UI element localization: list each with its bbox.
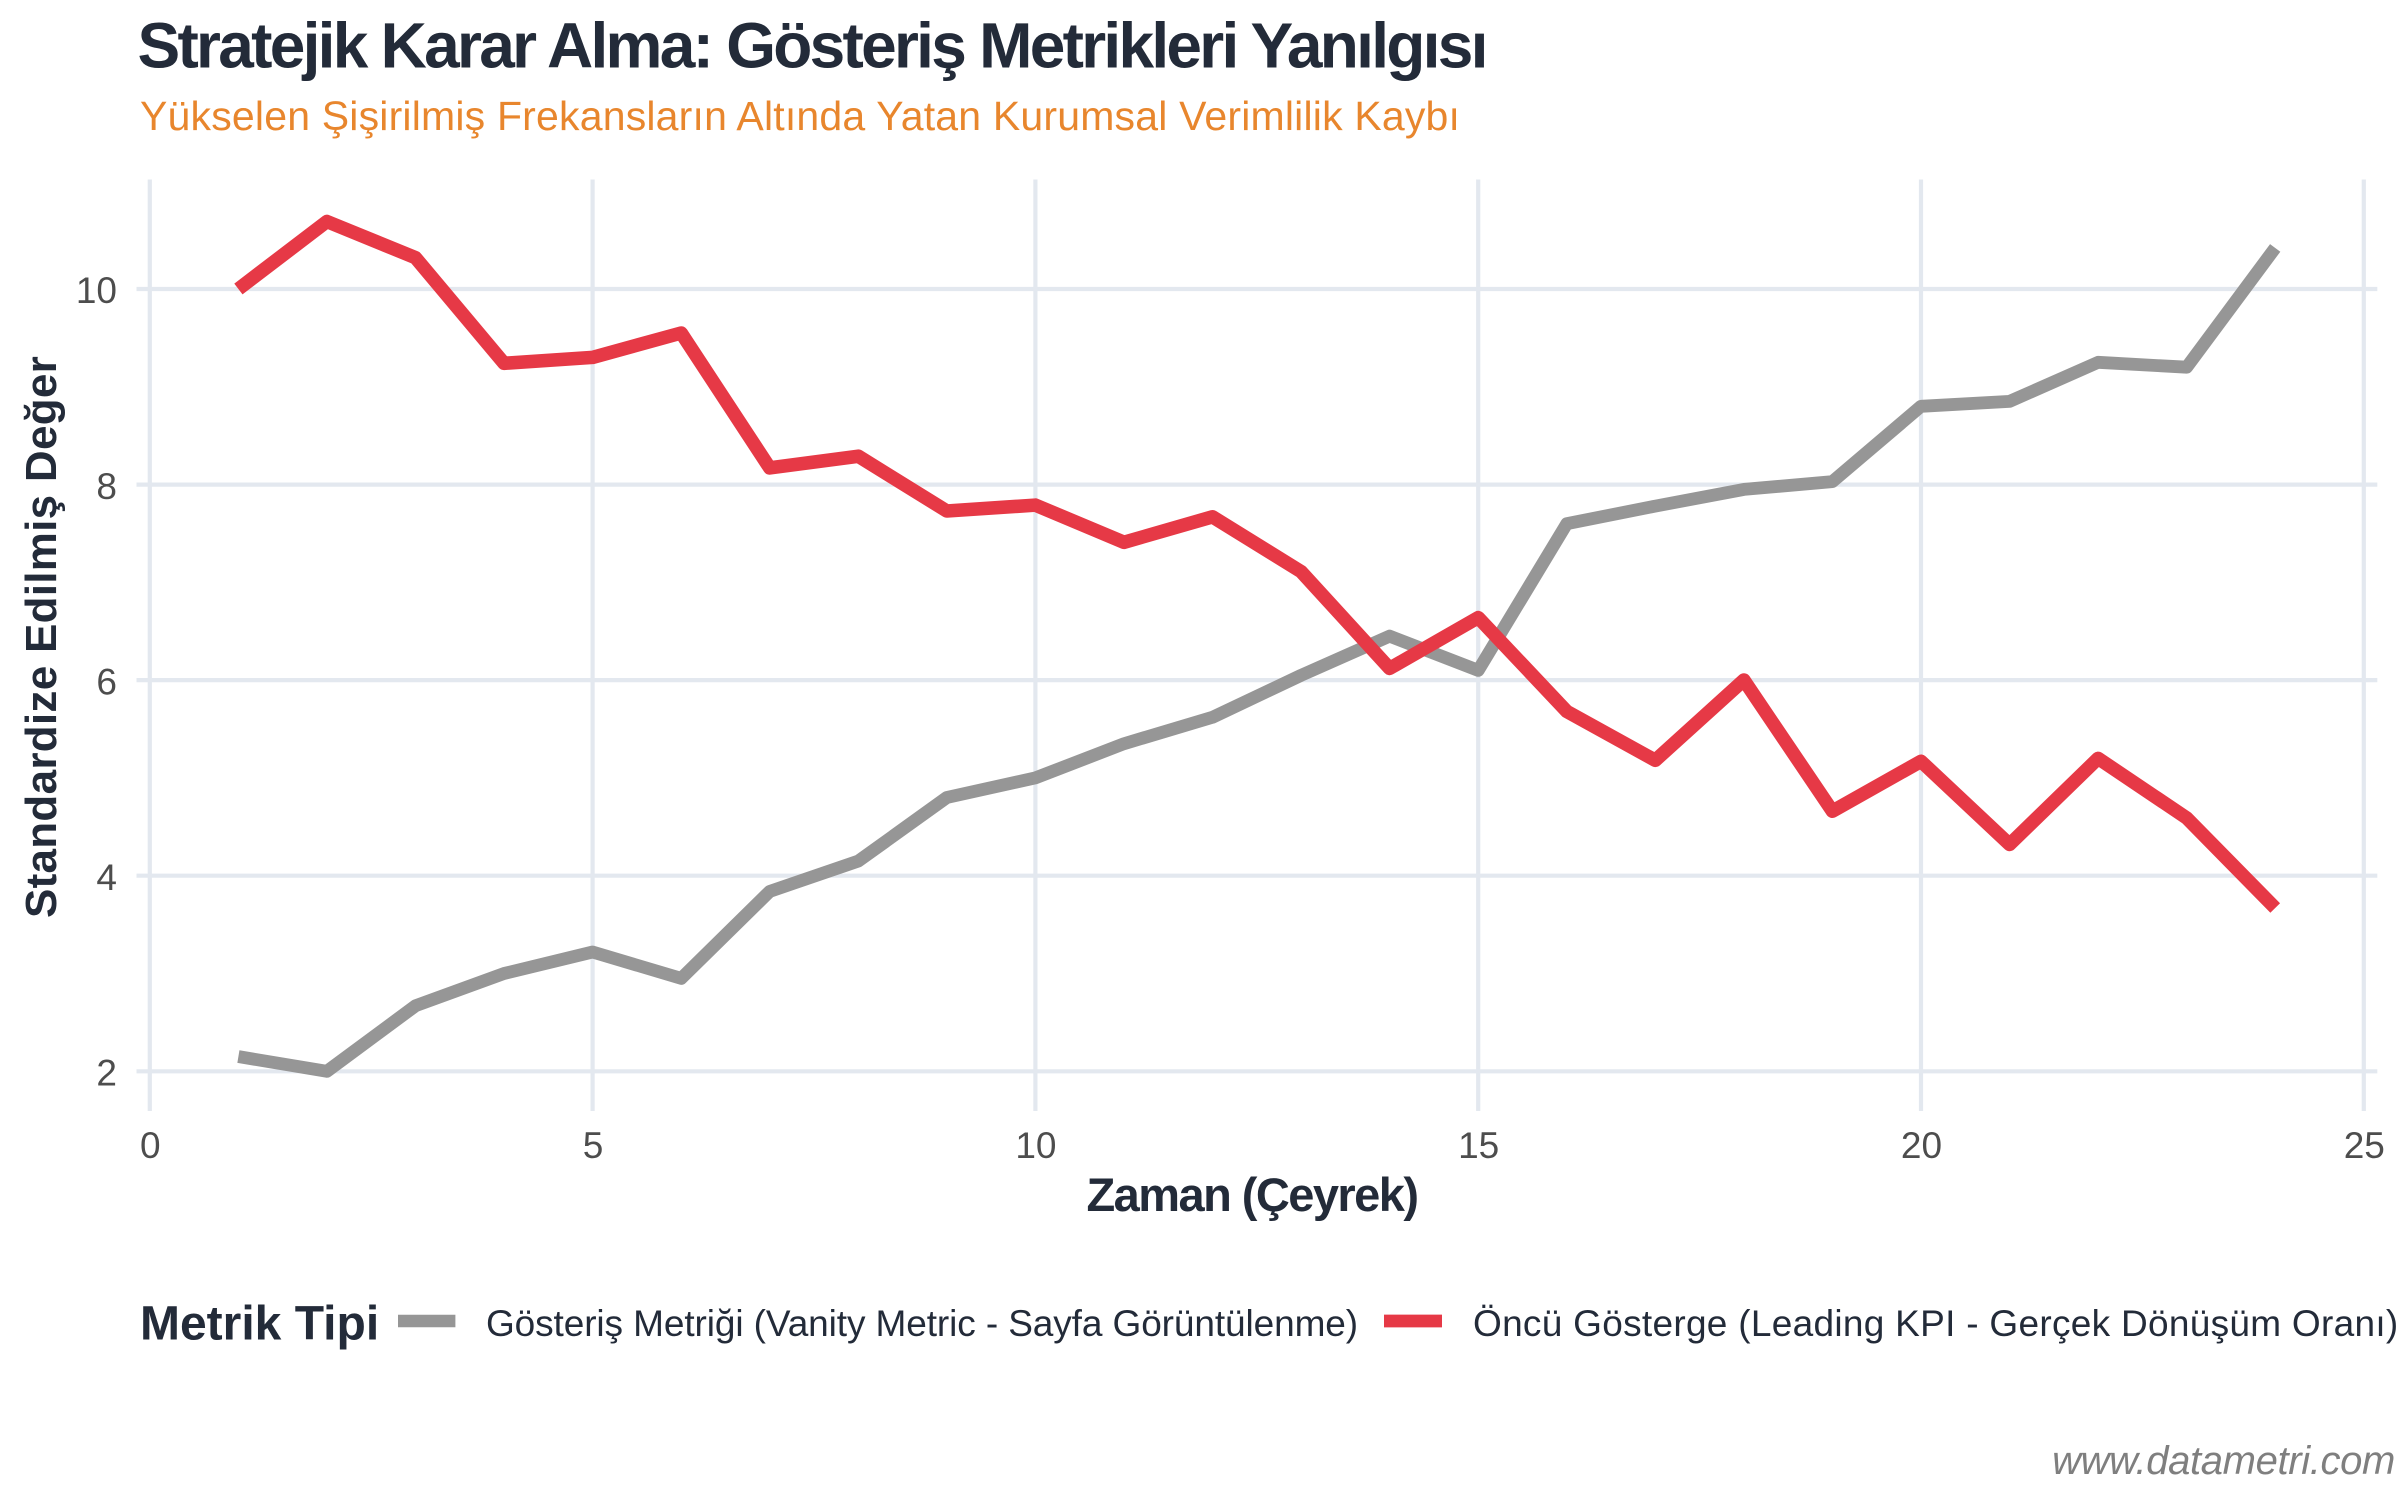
svg-text:15: 15 [1458, 1125, 1499, 1166]
svg-text:10: 10 [1015, 1125, 1056, 1166]
svg-text:6: 6 [96, 661, 117, 702]
svg-text:Stratejik Karar Alma: Gösteriş: Stratejik Karar Alma: Gösteriş Metrikler… [138, 10, 1486, 82]
svg-text:Standardize Edilmiş Değer: Standardize Edilmiş Değer [17, 356, 66, 918]
svg-text:8: 8 [96, 466, 117, 507]
svg-text:www.datametri.com: www.datametri.com [2052, 1439, 2395, 1483]
svg-text:20: 20 [1901, 1125, 1942, 1166]
svg-text:Öncü Gösterge (Leading KPI - G: Öncü Gösterge (Leading KPI - Gerçek Dönü… [1473, 1303, 2399, 1344]
svg-text:25: 25 [2344, 1125, 2385, 1166]
svg-text:5: 5 [583, 1125, 604, 1166]
svg-text:Yükselen Şişirilmiş Frekanslar: Yükselen Şişirilmiş Frekansların Altında… [140, 93, 1460, 139]
svg-text:Zaman (Çeyrek): Zaman (Çeyrek) [1087, 1168, 1418, 1221]
svg-text:4: 4 [96, 857, 117, 898]
svg-text:2: 2 [96, 1053, 117, 1094]
svg-text:Metrik Tipi: Metrik Tipi [140, 1298, 379, 1351]
svg-text:0: 0 [140, 1125, 161, 1166]
svg-text:10: 10 [76, 270, 117, 311]
svg-text:Gösteriş Metriği (Vanity Metri: Gösteriş Metriği (Vanity Metric - Sayfa … [486, 1303, 1358, 1344]
